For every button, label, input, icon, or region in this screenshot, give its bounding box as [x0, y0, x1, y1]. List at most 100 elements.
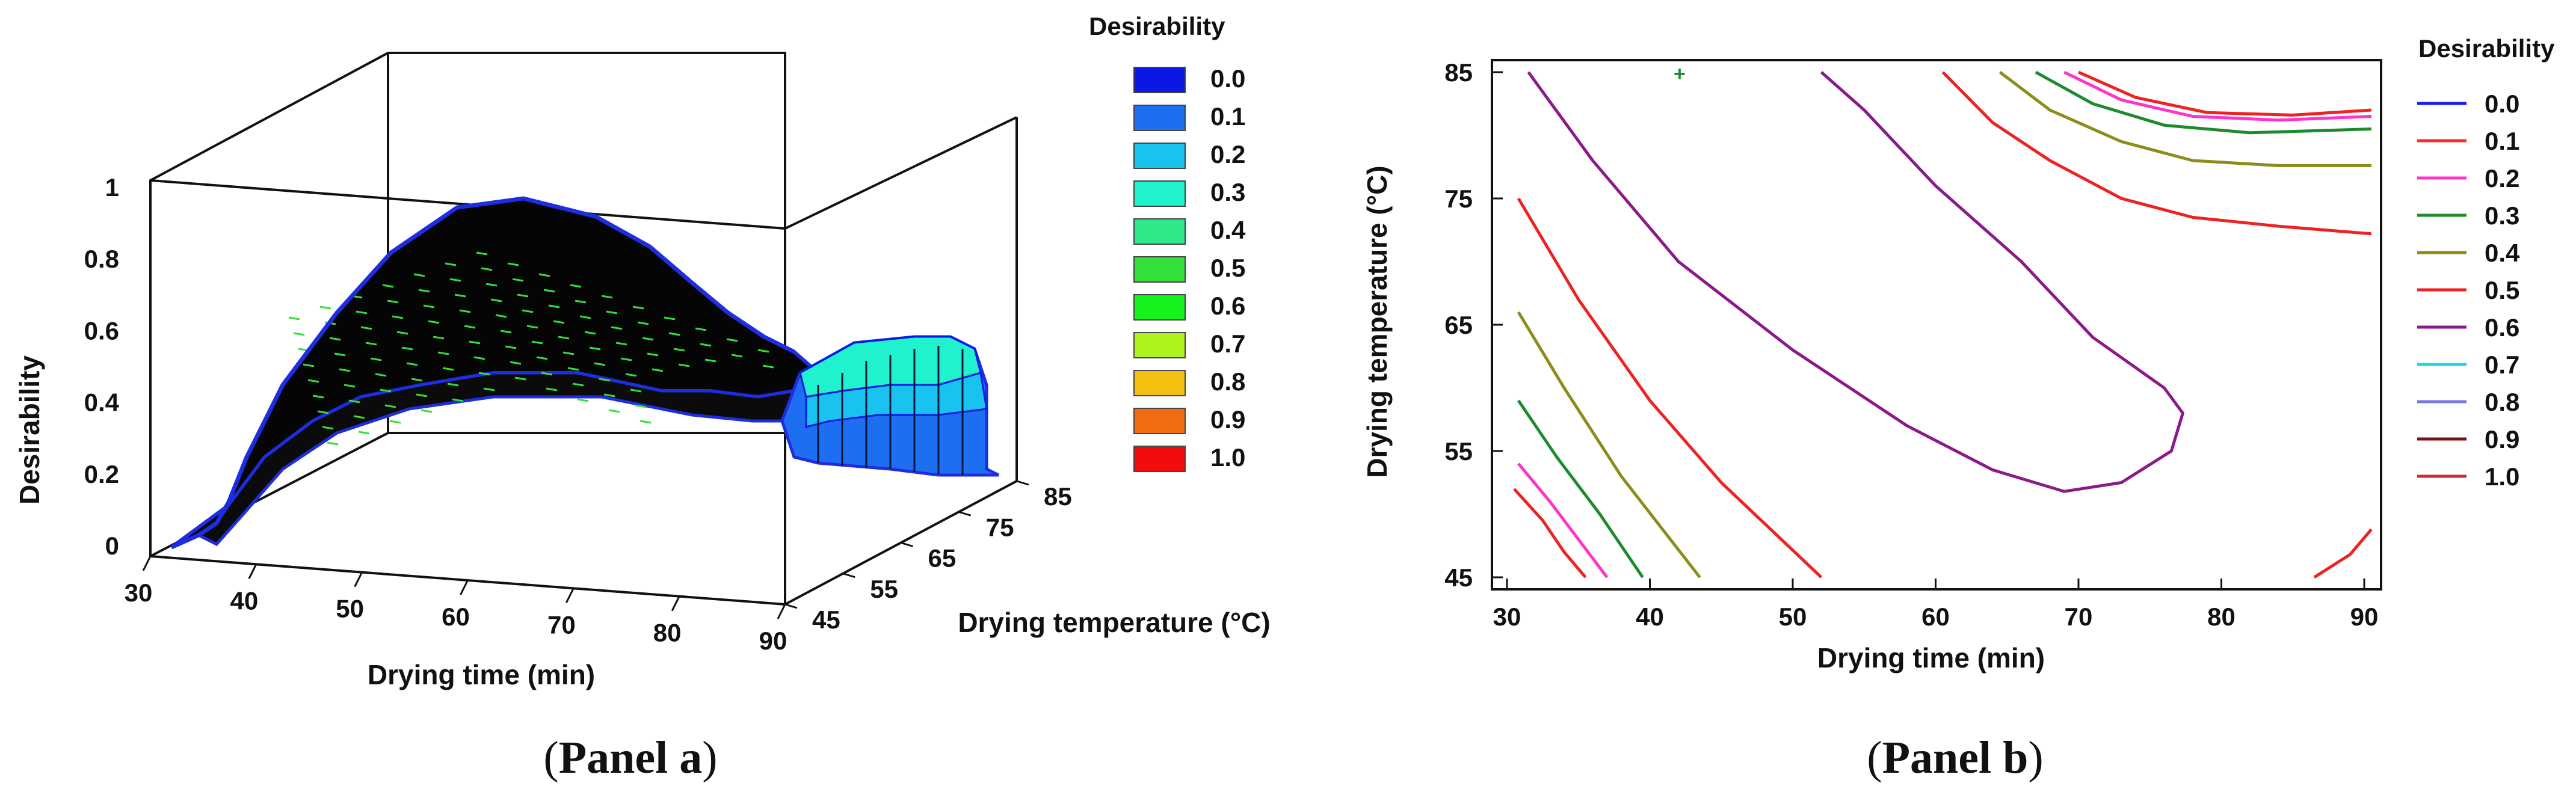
mesh-dash — [647, 352, 659, 357]
legend-a-label: 0.4 — [1210, 216, 1246, 244]
panel-b-y-ticks: 45 55 65 75 85 — [1444, 58, 1503, 592]
mesh-dash — [625, 373, 637, 377]
legend-b-label: 0.8 — [2485, 388, 2519, 416]
y-tick-label: 55 — [870, 575, 898, 603]
mesh-dash — [531, 340, 543, 345]
mesh-dash — [695, 327, 707, 331]
mesh-dash — [411, 378, 423, 382]
mesh-dash — [353, 415, 365, 419]
surface-right-lobe-mid — [805, 372, 988, 428]
mesh-dash — [632, 305, 644, 310]
mesh-dash — [322, 426, 334, 430]
legend-b-label: 0.3 — [2485, 201, 2519, 230]
z-tick-label: 0 — [105, 532, 119, 560]
mesh-dash — [635, 404, 647, 408]
legend-b-label: 0.2 — [2485, 164, 2519, 192]
mesh-dash — [370, 357, 382, 361]
mesh-dash — [678, 363, 690, 367]
mesh-dash — [572, 382, 584, 387]
mesh-dash — [704, 358, 716, 363]
mesh-dash — [334, 352, 346, 357]
x-tick-label: 50 — [1779, 603, 1807, 631]
mesh-dash — [495, 314, 507, 318]
mesh-dash — [637, 321, 649, 325]
mesh-dash — [483, 387, 495, 391]
mesh-dash — [538, 273, 550, 277]
y-tick-label: 75 — [986, 513, 1014, 541]
mesh-dash — [481, 267, 493, 271]
mesh-dash — [512, 278, 524, 282]
mesh-dash — [630, 388, 642, 393]
legend-a-swatch — [1133, 332, 1186, 358]
mesh-dash — [356, 310, 368, 315]
mesh-dash — [510, 361, 522, 365]
panel-a-legend-title: Desirability — [1089, 12, 1225, 40]
y-tick-mark — [1016, 480, 1029, 486]
mesh-dash — [418, 289, 430, 293]
panel-a-caption-close: ) — [702, 732, 717, 783]
mesh-dash — [473, 356, 485, 360]
mesh-dash — [442, 367, 454, 371]
panel-b-legend: Desirability 0.0 0.1 0.2 0.3 0.4 0.5 0.6 0.7 0.8… — [2417, 34, 2555, 491]
mesh-dash — [546, 387, 558, 391]
mesh-dash — [608, 409, 620, 413]
panel-a-legend-items: 0.0 0.1 0.2 0.3 0.4 0.5 0.6 0.7 0.8 0.9 1.0 — [1133, 64, 1246, 472]
x-tick-label: 80 — [2207, 603, 2236, 631]
y-tick-mark — [842, 572, 855, 578]
mesh-dash — [664, 316, 676, 321]
panel-a-caption: (Panel a) — [543, 732, 717, 783]
mesh-dash — [288, 316, 300, 321]
mesh-dash — [384, 404, 396, 408]
mesh-dash — [478, 372, 490, 376]
mesh-dash — [329, 337, 341, 341]
panel-a-y-axis-label: Drying temperature (°C) — [958, 607, 1270, 638]
contour-line-0.5 — [1941, 71, 2372, 236]
contour-line-0.5 — [1517, 197, 1823, 578]
panel-a-z-ticks: 0 0.2 0.4 0.6 0.8 1 — [84, 173, 120, 560]
legend-a-swatch — [1133, 180, 1186, 207]
panel-a-z-axis-label: Desirability — [14, 355, 45, 505]
legend-a-label: 0.0 — [1210, 64, 1245, 93]
contour-line-0.2 — [1517, 462, 1609, 578]
legend-a-swatch — [1133, 143, 1186, 169]
contour-line-0.6 — [1527, 71, 2184, 493]
mesh-dash — [382, 284, 394, 288]
box-right-back — [784, 116, 1017, 230]
x-tick-label: 90 — [2350, 603, 2379, 631]
mesh-dash — [673, 348, 685, 352]
surface-front-cap — [196, 371, 803, 547]
legend-a-label: 0.6 — [1210, 292, 1245, 320]
mesh-dash — [421, 409, 433, 413]
mesh-dash — [293, 332, 305, 336]
z-tick-label: 1 — [105, 173, 119, 201]
x-tick-mark — [142, 556, 152, 571]
panel-a-caption-main: Panel a — [559, 732, 703, 783]
mesh-dash — [589, 346, 601, 351]
panel-b-contour: + 30 40 50 60 70 80 90 45 55 65 75 85 Drying time … — [1361, 34, 2555, 783]
y-tick-mark — [901, 542, 913, 547]
mesh-dash — [522, 309, 534, 313]
mesh-dash — [490, 298, 502, 302]
mesh-dash — [507, 262, 519, 266]
contour-line-0.2 — [2063, 70, 2372, 122]
mesh-dash — [762, 364, 774, 369]
x-tick-mark — [248, 563, 257, 580]
legend-b-label: 1.0 — [2485, 462, 2519, 491]
contour-marker: + — [1674, 63, 1686, 85]
mesh-dash — [413, 273, 425, 277]
mesh-dash — [464, 325, 476, 329]
mesh-dash — [603, 393, 615, 397]
mesh-dash — [570, 284, 582, 288]
mesh-dash — [620, 357, 632, 361]
mesh-dash — [668, 332, 680, 336]
x-tick-label: 90 — [759, 627, 787, 655]
panel-b-caption-close: ) — [2028, 732, 2043, 783]
panel-b-caption: (Panel b) — [1867, 732, 2043, 783]
legend-b-label: 0.7 — [2485, 351, 2519, 379]
mesh-dash — [416, 393, 428, 397]
mesh-dash — [700, 343, 712, 347]
mesh-dash — [731, 354, 743, 358]
mesh-dash — [348, 399, 360, 404]
legend-a-swatch — [1133, 408, 1186, 434]
x-tick-mark — [460, 580, 469, 595]
